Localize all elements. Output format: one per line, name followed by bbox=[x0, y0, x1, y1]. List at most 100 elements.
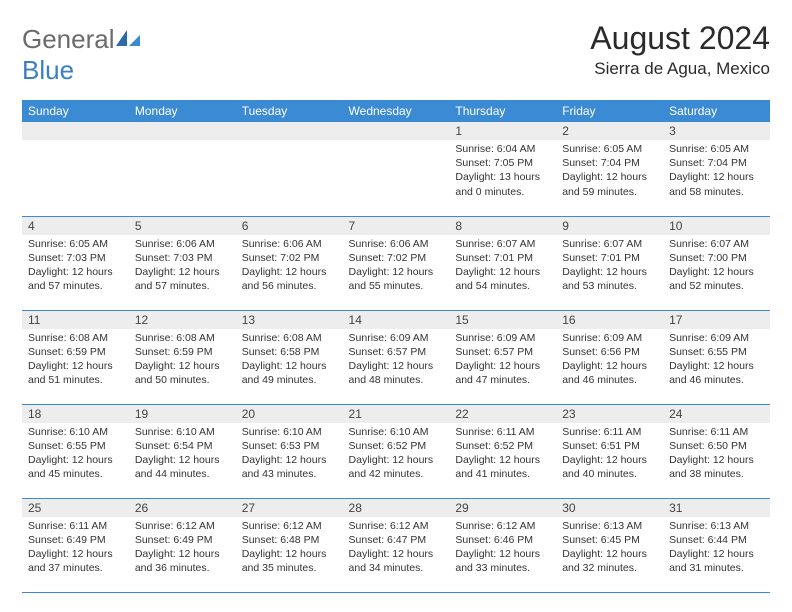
daynum: 30 bbox=[556, 499, 663, 517]
calendar-row: 25Sunrise: 6:11 AMSunset: 6:49 PMDayligh… bbox=[22, 498, 770, 592]
cell-body: Sunrise: 6:11 AMSunset: 6:52 PMDaylight:… bbox=[449, 423, 556, 486]
weekday-header: Wednesday bbox=[343, 100, 450, 122]
weekday-header: Saturday bbox=[663, 100, 770, 122]
logo-text-part1: General bbox=[22, 24, 115, 54]
daynum: 31 bbox=[663, 499, 770, 517]
cell-body: Sunrise: 6:10 AMSunset: 6:53 PMDaylight:… bbox=[236, 423, 343, 486]
calendar-cell: 9Sunrise: 6:07 AMSunset: 7:01 PMDaylight… bbox=[556, 216, 663, 310]
calendar-row: 18Sunrise: 6:10 AMSunset: 6:55 PMDayligh… bbox=[22, 404, 770, 498]
cell-body: Sunrise: 6:09 AMSunset: 6:56 PMDaylight:… bbox=[556, 329, 663, 392]
daynum: 12 bbox=[129, 311, 236, 329]
cell-body: Sunrise: 6:10 AMSunset: 6:55 PMDaylight:… bbox=[22, 423, 129, 486]
calendar-cell: 22Sunrise: 6:11 AMSunset: 6:52 PMDayligh… bbox=[449, 404, 556, 498]
calendar-cell: 11Sunrise: 6:08 AMSunset: 6:59 PMDayligh… bbox=[22, 310, 129, 404]
location: Sierra de Agua, Mexico bbox=[590, 59, 770, 79]
calendar-row: 4Sunrise: 6:05 AMSunset: 7:03 PMDaylight… bbox=[22, 216, 770, 310]
cell-body: Sunrise: 6:05 AMSunset: 7:03 PMDaylight:… bbox=[22, 235, 129, 298]
cell-body: Sunrise: 6:09 AMSunset: 6:57 PMDaylight:… bbox=[343, 329, 450, 392]
logo-sail-icon bbox=[116, 24, 142, 55]
calendar-cell: 24Sunrise: 6:11 AMSunset: 6:50 PMDayligh… bbox=[663, 404, 770, 498]
cell-body: Sunrise: 6:07 AMSunset: 7:00 PMDaylight:… bbox=[663, 235, 770, 298]
calendar-cell: 10Sunrise: 6:07 AMSunset: 7:00 PMDayligh… bbox=[663, 216, 770, 310]
daynum: 3 bbox=[663, 122, 770, 140]
cell-body: Sunrise: 6:10 AMSunset: 6:54 PMDaylight:… bbox=[129, 423, 236, 486]
title-block: August 2024 Sierra de Agua, Mexico bbox=[590, 20, 770, 79]
logo-text: GeneralBlue bbox=[22, 24, 142, 86]
cell-body: Sunrise: 6:12 AMSunset: 6:47 PMDaylight:… bbox=[343, 517, 450, 580]
cell-body: Sunrise: 6:05 AMSunset: 7:04 PMDaylight:… bbox=[663, 140, 770, 203]
weekday-header: Friday bbox=[556, 100, 663, 122]
daynum-empty bbox=[22, 122, 129, 140]
daynum: 1 bbox=[449, 122, 556, 140]
daynum: 17 bbox=[663, 311, 770, 329]
calendar-cell: 30Sunrise: 6:13 AMSunset: 6:45 PMDayligh… bbox=[556, 498, 663, 592]
calendar-cell: 18Sunrise: 6:10 AMSunset: 6:55 PMDayligh… bbox=[22, 404, 129, 498]
cell-body: Sunrise: 6:10 AMSunset: 6:52 PMDaylight:… bbox=[343, 423, 450, 486]
calendar-cell: 16Sunrise: 6:09 AMSunset: 6:56 PMDayligh… bbox=[556, 310, 663, 404]
calendar-cell: 4Sunrise: 6:05 AMSunset: 7:03 PMDaylight… bbox=[22, 216, 129, 310]
calendar-cell: 20Sunrise: 6:10 AMSunset: 6:53 PMDayligh… bbox=[236, 404, 343, 498]
calendar-cell: 23Sunrise: 6:11 AMSunset: 6:51 PMDayligh… bbox=[556, 404, 663, 498]
daynum: 25 bbox=[22, 499, 129, 517]
cell-body: Sunrise: 6:11 AMSunset: 6:49 PMDaylight:… bbox=[22, 517, 129, 580]
weekday-header: Tuesday bbox=[236, 100, 343, 122]
calendar-cell: 31Sunrise: 6:13 AMSunset: 6:44 PMDayligh… bbox=[663, 498, 770, 592]
calendar-cell: 21Sunrise: 6:10 AMSunset: 6:52 PMDayligh… bbox=[343, 404, 450, 498]
calendar-cell: 14Sunrise: 6:09 AMSunset: 6:57 PMDayligh… bbox=[343, 310, 450, 404]
cell-body: Sunrise: 6:09 AMSunset: 6:55 PMDaylight:… bbox=[663, 329, 770, 392]
cell-body: Sunrise: 6:05 AMSunset: 7:04 PMDaylight:… bbox=[556, 140, 663, 203]
calendar-cell: 1Sunrise: 6:04 AMSunset: 7:05 PMDaylight… bbox=[449, 122, 556, 216]
cell-body: Sunrise: 6:13 AMSunset: 6:44 PMDaylight:… bbox=[663, 517, 770, 580]
cell-body: Sunrise: 6:12 AMSunset: 6:49 PMDaylight:… bbox=[129, 517, 236, 580]
calendar-cell bbox=[22, 122, 129, 216]
daynum: 19 bbox=[129, 405, 236, 423]
daynum: 6 bbox=[236, 217, 343, 235]
header: GeneralBlue August 2024 Sierra de Agua, … bbox=[22, 20, 770, 86]
cell-body: Sunrise: 6:07 AMSunset: 7:01 PMDaylight:… bbox=[556, 235, 663, 298]
daynum: 8 bbox=[449, 217, 556, 235]
cell-body: Sunrise: 6:08 AMSunset: 6:59 PMDaylight:… bbox=[22, 329, 129, 392]
weekday-header: Thursday bbox=[449, 100, 556, 122]
logo: GeneralBlue bbox=[22, 24, 142, 86]
calendar-cell: 15Sunrise: 6:09 AMSunset: 6:57 PMDayligh… bbox=[449, 310, 556, 404]
daynum: 21 bbox=[343, 405, 450, 423]
daynum: 9 bbox=[556, 217, 663, 235]
calendar-row: 1Sunrise: 6:04 AMSunset: 7:05 PMDaylight… bbox=[22, 122, 770, 216]
daynum: 24 bbox=[663, 405, 770, 423]
daynum: 20 bbox=[236, 405, 343, 423]
daynum: 11 bbox=[22, 311, 129, 329]
daynum: 22 bbox=[449, 405, 556, 423]
calendar-cell: 29Sunrise: 6:12 AMSunset: 6:46 PMDayligh… bbox=[449, 498, 556, 592]
daynum: 13 bbox=[236, 311, 343, 329]
daynum-empty bbox=[129, 122, 236, 140]
weekday-header-row: SundayMondayTuesdayWednesdayThursdayFrid… bbox=[22, 100, 770, 122]
daynum: 23 bbox=[556, 405, 663, 423]
weekday-header: Monday bbox=[129, 100, 236, 122]
cell-body: Sunrise: 6:12 AMSunset: 6:48 PMDaylight:… bbox=[236, 517, 343, 580]
daynum: 5 bbox=[129, 217, 236, 235]
daynum-empty bbox=[343, 122, 450, 140]
daynum: 10 bbox=[663, 217, 770, 235]
cell-body: Sunrise: 6:12 AMSunset: 6:46 PMDaylight:… bbox=[449, 517, 556, 580]
calendar-cell bbox=[343, 122, 450, 216]
calendar-cell: 8Sunrise: 6:07 AMSunset: 7:01 PMDaylight… bbox=[449, 216, 556, 310]
daynum: 14 bbox=[343, 311, 450, 329]
calendar-cell: 25Sunrise: 6:11 AMSunset: 6:49 PMDayligh… bbox=[22, 498, 129, 592]
month-title: August 2024 bbox=[590, 20, 770, 57]
calendar-cell: 17Sunrise: 6:09 AMSunset: 6:55 PMDayligh… bbox=[663, 310, 770, 404]
calendar-cell: 5Sunrise: 6:06 AMSunset: 7:03 PMDaylight… bbox=[129, 216, 236, 310]
cell-body: Sunrise: 6:08 AMSunset: 6:58 PMDaylight:… bbox=[236, 329, 343, 392]
calendar-cell: 13Sunrise: 6:08 AMSunset: 6:58 PMDayligh… bbox=[236, 310, 343, 404]
cell-body: Sunrise: 6:13 AMSunset: 6:45 PMDaylight:… bbox=[556, 517, 663, 580]
daynum: 7 bbox=[343, 217, 450, 235]
calendar-cell bbox=[236, 122, 343, 216]
cell-body: Sunrise: 6:08 AMSunset: 6:59 PMDaylight:… bbox=[129, 329, 236, 392]
calendar-row: 11Sunrise: 6:08 AMSunset: 6:59 PMDayligh… bbox=[22, 310, 770, 404]
daynum: 4 bbox=[22, 217, 129, 235]
cell-body: Sunrise: 6:06 AMSunset: 7:02 PMDaylight:… bbox=[236, 235, 343, 298]
logo-text-part2: Blue bbox=[22, 55, 74, 85]
calendar-cell: 26Sunrise: 6:12 AMSunset: 6:49 PMDayligh… bbox=[129, 498, 236, 592]
daynum: 26 bbox=[129, 499, 236, 517]
daynum: 29 bbox=[449, 499, 556, 517]
cell-body: Sunrise: 6:09 AMSunset: 6:57 PMDaylight:… bbox=[449, 329, 556, 392]
